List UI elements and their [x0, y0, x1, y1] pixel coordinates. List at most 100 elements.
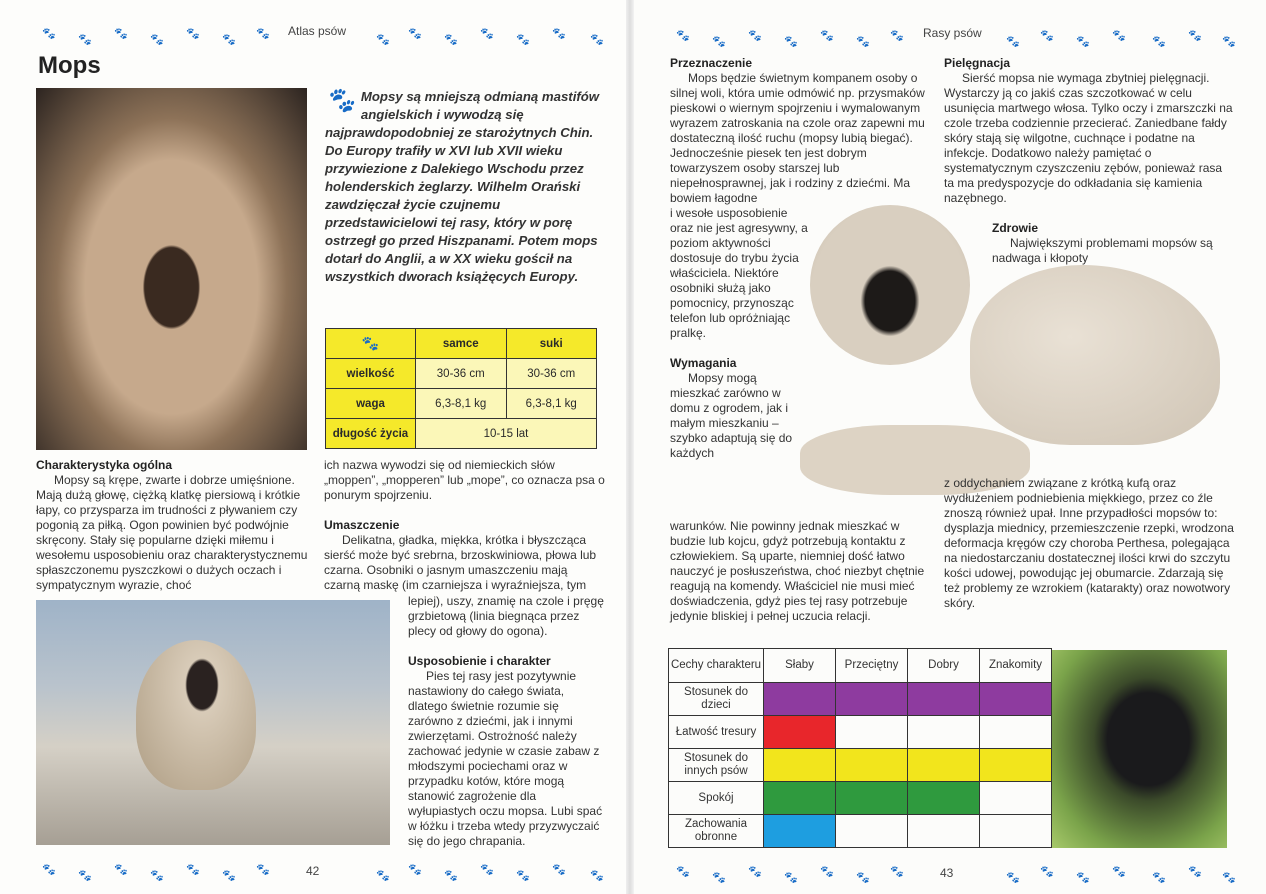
paw-icon: 🐾 [820, 866, 834, 878]
intro-sentence: Mopsy są mniejszą odmianą mastifów angie… [325, 89, 600, 284]
paw-icon: 🐾 [1076, 36, 1090, 48]
purpose-req-block: Przeznaczenie Mops będzie świetnym kompa… [670, 56, 938, 519]
paw-icon: 🐾 [712, 36, 726, 48]
right-page: Rasy psów Przeznaczenie Mops będzie świe… [632, 0, 1266, 894]
lying-pug-photo [800, 195, 1225, 515]
row-label: waga [325, 388, 416, 419]
left-page: Atlas psów Mops 🐾 Mopsy są mniejszą odmia… [0, 0, 628, 894]
section-heading: Charakterystyka ogólna [36, 458, 173, 472]
page-number: 42 [306, 864, 320, 878]
trait-level-cell [835, 748, 908, 782]
paw-icon: 🐾 [856, 872, 870, 884]
paw-icon: 🐾 [676, 866, 690, 878]
cell: 30-36 cm [505, 358, 597, 389]
paw-icon: 🐾 [552, 864, 566, 876]
section-text: Mops będzie świetnym kompanem osoby o si… [670, 71, 925, 205]
paw-icon: 🐾 [1222, 36, 1236, 48]
trait-level-cell [763, 814, 836, 848]
paw-icon: 🐾 [516, 34, 530, 46]
section-text: Pies tej rasy jest pozytywnie nastawiony… [408, 669, 603, 848]
row-label: wielkość [325, 358, 416, 389]
paw-icon: 🐾 [1006, 872, 1020, 884]
paw-icon: 🐾 [552, 28, 566, 40]
trait-label: Stosunek do innych psów [668, 748, 764, 782]
cell: 10-15 lat [415, 418, 597, 449]
header-samce: samce [415, 328, 507, 359]
paw-icon: 🐾 [256, 864, 270, 876]
trait-level-cell [907, 781, 980, 815]
section-heading: Przeznaczenie [670, 56, 753, 70]
trait-label: Spokój [668, 781, 764, 815]
level-header: Przeciętny [835, 648, 908, 683]
trait-row: Zachowania obronne [668, 814, 1052, 848]
paw-icon: 🐾 [1152, 872, 1166, 884]
paw-icon: 🐾 [42, 864, 56, 876]
running-header: Atlas psów [288, 24, 347, 38]
black-pug-photo [1052, 650, 1227, 848]
row-label: długość życia [325, 418, 416, 449]
req-cont: warunków. Nie powinny jednak mieszkać w … [670, 519, 925, 623]
paw-icon: 🐾 [186, 28, 200, 40]
paw-icon: 🐾 [1040, 30, 1054, 42]
section-text: Mopsy mogą mieszkać zarówno w domu z ogr… [670, 371, 793, 460]
paw-icon: 🐾 [1040, 866, 1054, 878]
book-gutter [626, 0, 634, 894]
paw-icon: 🐾 [376, 34, 390, 46]
general-section: Charakterystyka ogólna Mopsy są krępe, z… [36, 458, 312, 593]
paw-icon: 🐾 [408, 28, 422, 40]
paw-icon: 🐾 [856, 36, 870, 48]
care-health-block: Pielęgnacja Sierść mopsa nie wymaga zbyt… [944, 56, 1234, 476]
paw-icon: 🐾 [590, 870, 604, 882]
trait-label: Łatwość tresury [668, 715, 764, 749]
paw-icon: 🐾 [186, 864, 200, 876]
trait-level-cell [907, 682, 980, 716]
running-header: Rasy psów [923, 26, 982, 40]
trait-level-cell [907, 715, 980, 749]
paw-icon: 🐾 [1076, 872, 1090, 884]
right-column: Pielęgnacja Sierść mopsa nie wymaga zbyt… [944, 56, 1234, 611]
trait-level-cell [835, 682, 908, 716]
purpose-cont: i wesołe usposobienie oraz nie jest agre… [670, 206, 810, 461]
section-heading: Wymagania [670, 356, 737, 370]
running-pug-photo [36, 600, 390, 845]
intro-block: 🐾 Mopsy są mniejszą odmianą mastifów angi… [325, 88, 607, 449]
trait-row: Spokój [668, 781, 1052, 815]
paw-icon: 🐾 [890, 866, 904, 878]
paw-icon: 🐾 [150, 870, 164, 882]
section-text: i wesołe usposobienie oraz nie jest agre… [670, 206, 808, 340]
paw-icon: 🐾 [1222, 872, 1236, 884]
traits-header: Cechy charakteru [668, 648, 764, 683]
paw-icon: 🐾 [748, 866, 762, 878]
trait-level-cell [907, 814, 980, 848]
paw-icon: 🐾 [1112, 866, 1126, 878]
paw-icon: 🐾 [222, 870, 236, 882]
trait-level-cell [835, 781, 908, 815]
trait-row: Stosunek do innych psów [668, 748, 1052, 782]
health-section: Zdrowie Największymi problemami mopsów s… [992, 221, 1234, 266]
trait-level-cell [979, 781, 1052, 815]
trait-level-cell [763, 748, 836, 782]
paws-icon: 🐾 [325, 328, 416, 359]
general-cont-block: ich nazwa wywodzi się od niemieckich słó… [324, 458, 606, 594]
trait-level-cell [763, 715, 836, 749]
trait-level-cell [835, 715, 908, 749]
section-heading: Umaszczenie [324, 518, 400, 532]
health-cont: z oddychaniem związane z krótką kufą ora… [944, 476, 1234, 610]
character-traits-table: Cechy charakteru Słaby Przeciętny Dobry … [668, 648, 1052, 848]
paw-icon: 🐾 [820, 30, 834, 42]
paw-icon: 🐾 [676, 30, 690, 42]
paw-icon: 🐾 [256, 28, 270, 40]
trait-row: Łatwość tresury [668, 715, 1052, 749]
paw-icon: 🐾 [1188, 866, 1202, 878]
paw-icon: 🐾 [1006, 36, 1020, 48]
paw-icon: 🐾 [408, 864, 422, 876]
section-heading: Pielęgnacja [944, 56, 1011, 70]
paw-icon: 🐾 [890, 30, 904, 42]
trait-level-cell [979, 715, 1052, 749]
trait-label: Zachowania obronne [668, 814, 764, 848]
paw-icon: 🐾 [222, 34, 236, 46]
left-column: Przeznaczenie Mops będzie świetnym kompa… [670, 56, 938, 624]
section-text: ich nazwa wywodzi się od niemieckich słó… [324, 458, 605, 502]
coat-cont: lepiej), uszy, znamię na czole i pręgę g… [408, 594, 606, 849]
section-text: Największymi problemami mopsów są nadwag… [992, 236, 1213, 265]
